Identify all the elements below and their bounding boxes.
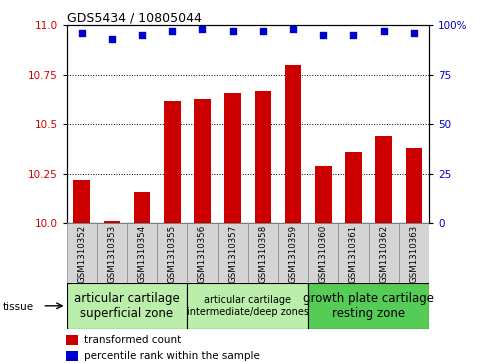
Text: GSM1310352: GSM1310352 [77,225,86,283]
Bar [345,152,362,223]
Bar [66,351,78,362]
Bar [217,223,247,283]
Text: GSM1310360: GSM1310360 [318,225,328,283]
Bar [406,148,422,223]
Text: tissue: tissue [2,302,34,312]
Text: GSM1310353: GSM1310353 [107,225,116,283]
Text: GSM1310357: GSM1310357 [228,225,237,283]
Bar [187,223,217,283]
Bar [375,136,392,223]
Text: growth plate cartilage
resting zone: growth plate cartilage resting zone [303,292,434,320]
Bar [194,99,211,223]
Point [168,28,176,34]
Text: articular cartilage
superficial zone: articular cartilage superficial zone [74,292,180,320]
Text: GSM1310356: GSM1310356 [198,225,207,283]
Point [289,26,297,32]
Bar [127,223,157,283]
Text: GSM1310355: GSM1310355 [168,225,177,283]
Bar [224,93,241,223]
Bar [308,223,338,283]
Bar [164,101,180,223]
Text: GDS5434 / 10805044: GDS5434 / 10805044 [67,11,202,24]
Bar [97,223,127,283]
Point [410,30,418,36]
Point [319,32,327,38]
Text: GSM1310358: GSM1310358 [258,225,267,283]
Point [108,36,116,42]
Text: GSM1310361: GSM1310361 [349,225,358,283]
Point [229,28,237,34]
Bar [67,223,97,283]
Bar [278,223,308,283]
Text: transformed count: transformed count [84,335,181,345]
Bar [67,283,187,329]
Point [199,26,207,32]
Bar [399,223,429,283]
Bar [285,65,301,223]
Text: GSM1310363: GSM1310363 [409,225,419,283]
Text: percentile rank within the sample: percentile rank within the sample [84,351,259,361]
Bar [73,180,90,223]
Bar [315,166,331,223]
Text: GSM1310362: GSM1310362 [379,225,388,283]
Bar [134,192,150,223]
Text: GSM1310354: GSM1310354 [138,225,146,283]
Bar [248,223,278,283]
Bar [254,91,271,223]
Bar [368,223,399,283]
Bar [66,335,78,345]
Point [350,32,357,38]
Bar [157,223,187,283]
Point [259,28,267,34]
Bar [104,221,120,223]
Text: GSM1310359: GSM1310359 [288,225,298,283]
Bar [308,283,429,329]
Point [138,32,146,38]
Text: articular cartilage
intermediate/deep zones: articular cartilage intermediate/deep zo… [187,295,309,317]
Point [380,28,387,34]
Bar [187,283,308,329]
Point [78,30,86,36]
Bar [338,223,368,283]
